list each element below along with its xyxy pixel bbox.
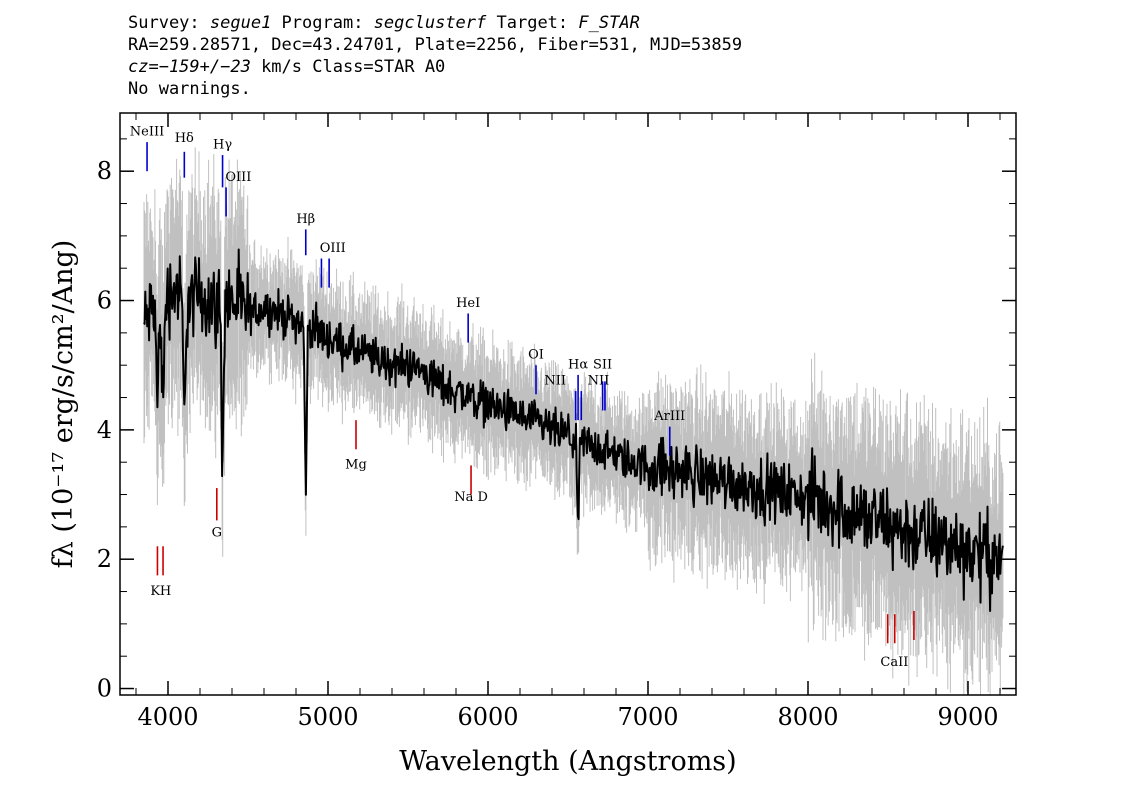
target-value: F_STAR <box>578 13 640 33</box>
y-tick-label-3: 6 <box>97 287 112 315</box>
error-band <box>143 147 1004 695</box>
class-value: km/s Class=STAR A0 <box>250 57 446 77</box>
y-tick-label-2: 4 <box>97 416 112 444</box>
x-tick-label-5: 9000 <box>937 703 998 731</box>
survey-value: segue1 <box>209 13 272 33</box>
marker-label-11: NII <box>588 374 610 389</box>
marker-label-10: Hα <box>568 357 588 372</box>
marker-label-14: ArIII <box>653 409 685 424</box>
marker-label-3: OIII <box>225 170 251 185</box>
marker-label-4: Hβ <box>296 212 315 227</box>
marker-label-0: NeIII <box>130 125 164 140</box>
y-tick-label-0: 0 <box>97 675 112 703</box>
program-label: Program: <box>271 13 374 33</box>
marker-label-7: HeI <box>456 296 480 311</box>
x-tick-label-1: 5000 <box>297 703 358 731</box>
y-axis-title: fλ (10⁻¹⁷ erg/s/cm²/Ang) <box>48 240 79 569</box>
header-line-coordinates: RA=259.28571, Dec=43.24701, Plate=2256, … <box>128 35 743 55</box>
x-tick-label-2: 6000 <box>457 703 518 731</box>
header-line-warnings: No warnings. <box>128 79 251 99</box>
x-tick-label-3: 7000 <box>617 703 678 731</box>
spectral-line-markers: NeIII Hδ HγOIIIHβOIIIHeIOINIIHαNIISIIArIII… <box>130 125 915 670</box>
marker-label-1: Hδ <box>175 131 194 146</box>
redshift-value: cz=−159+/−23 <box>128 57 251 77</box>
y-tick-label-4: 8 <box>97 157 112 185</box>
spectrum-header: Survey: segue1 Program: segclusterf Targ… <box>128 12 742 100</box>
marker-label-2: Hγ <box>213 138 232 153</box>
survey-label: Survey: <box>128 13 210 33</box>
axis-ticks: 4000 5000 6000 7000 8000 9000 0 2 4 6 8 <box>97 113 1016 731</box>
marker-label-8: OI <box>528 348 544 363</box>
marker-label-18: Mg <box>345 458 367 473</box>
program-value: segclusterf <box>373 13 487 33</box>
flux-series-layer <box>143 248 1004 612</box>
marker-label-9: NII <box>544 374 566 389</box>
marker-label-5: OIII <box>320 241 346 256</box>
y-tick-label-1: 2 <box>97 545 112 573</box>
flux-line <box>143 248 1004 612</box>
marker-label-19: Na D <box>454 490 488 505</box>
plot-frame <box>119 112 1017 696</box>
error-band-layer <box>143 147 1004 695</box>
x-axis-title: Wavelength (Angstroms) <box>399 746 736 777</box>
marker-label-16: H <box>160 584 171 599</box>
marker-label-12: SII <box>593 357 612 372</box>
x-tick-label-0: 4000 <box>137 703 198 731</box>
marker-label-20: CaII <box>880 655 908 670</box>
x-tick-label-4: 8000 <box>777 703 838 731</box>
header-line-redshift: cz=−159+/−23 km/s Class=STAR A0 <box>128 56 742 78</box>
marker-label-15: K <box>150 584 160 599</box>
marker-label-17: G <box>212 526 222 541</box>
header-line-survey: Survey: segue1 Program: segclusterf Targ… <box>128 12 742 34</box>
target-label: Target: <box>486 13 579 33</box>
